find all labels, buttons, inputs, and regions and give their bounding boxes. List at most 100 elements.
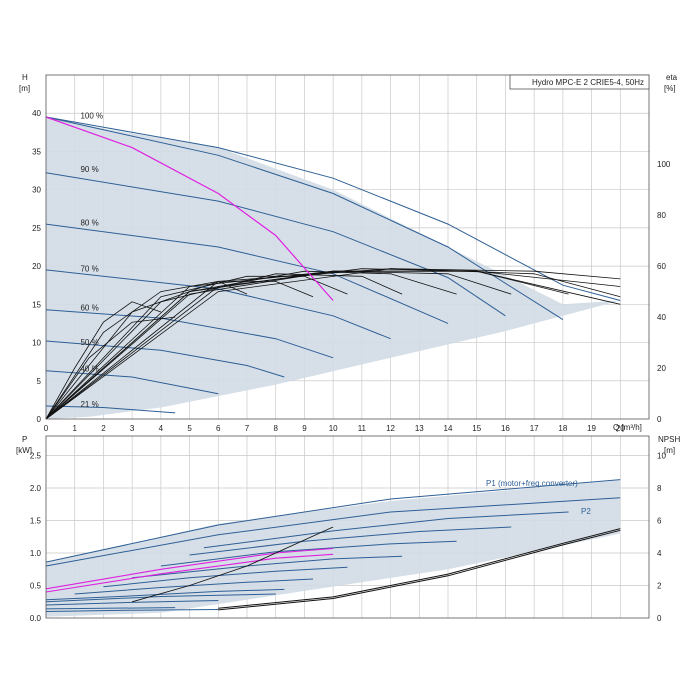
power-curve <box>45 588 285 601</box>
head-curve <box>45 116 621 301</box>
head-curve <box>45 269 391 340</box>
x-tick-label: 13 <box>415 424 424 433</box>
y-tick-label: 35 <box>32 147 41 156</box>
y2-tick-label: 2 <box>657 582 662 591</box>
x-tick-label: 17 <box>530 424 539 433</box>
y-tick-label: 0.0 <box>30 614 42 623</box>
power-curve <box>103 566 348 588</box>
head-curve <box>45 116 564 321</box>
speed-label: 60 % <box>80 303 98 312</box>
speed-label: 40 % <box>80 365 98 374</box>
y2-tick-label: 40 <box>657 313 666 322</box>
power-curve <box>160 540 457 567</box>
head-curve <box>45 370 219 395</box>
head-curve <box>45 309 334 359</box>
npsh-curve <box>218 528 621 609</box>
speed-label: 21 % <box>80 400 98 409</box>
x-tick-label: 5 <box>187 424 192 433</box>
power-curve <box>203 511 569 549</box>
y-axis-label-power: P <box>22 435 27 444</box>
system-power-curve <box>45 553 334 593</box>
efficiency-curve <box>45 273 403 420</box>
x-tick-label: 9 <box>302 424 307 433</box>
title-box <box>509 74 650 90</box>
y-tick-label: 30 <box>32 186 41 195</box>
system-curve <box>45 116 334 301</box>
power-curve <box>74 578 314 595</box>
head-efficiency-chart: 0 5 10 15 20 25 30 35 40 0 20 40 60 80 100 0 1 2 3 4 5 6 7 8 9 10… <box>32 74 671 433</box>
speed-label: 90 % <box>80 165 98 174</box>
y2-tick-label: 0 <box>657 415 662 424</box>
power-curve <box>45 593 276 603</box>
x-tick-label: 7 <box>245 424 250 433</box>
y2-tick-label: 0 <box>657 614 662 623</box>
x-axis-label: Q [m³/h] <box>613 423 642 432</box>
x-tick-label: 3 <box>130 424 135 433</box>
efficiency-curve <box>45 268 621 420</box>
chart-title: Hydro MPC-E 2 CRIE5-4, 50Hz <box>532 78 644 87</box>
speed-label: 50 % <box>80 338 98 347</box>
y-tick-label: 40 <box>32 109 41 118</box>
speed-label: 70 % <box>80 264 98 273</box>
y-tick-label: 2.5 <box>30 452 42 461</box>
y-tick-label: 2.0 <box>30 484 42 493</box>
y2-tick-label: 80 <box>657 211 666 220</box>
efficiency-curve <box>45 268 569 420</box>
speed-label: 80 % <box>80 219 98 228</box>
x-tick-label: 14 <box>444 424 453 433</box>
x-tick-label: 15 <box>472 424 481 433</box>
y2-axis-unit-npsh: [m] <box>664 446 675 455</box>
series-label-p1: P1 (motor+freq.converter) <box>486 479 578 488</box>
plot-frame <box>45 74 650 420</box>
y-tick-label: 1.5 <box>30 517 42 526</box>
y2-tick-label: 8 <box>657 484 662 493</box>
power-curve <box>45 607 176 610</box>
system-power-curve <box>45 547 334 590</box>
y2-tick-label: 4 <box>657 549 662 558</box>
npsh-rising-curve <box>131 526 334 603</box>
x-tick-label: 8 <box>273 424 278 433</box>
y2-tick-label: 60 <box>657 262 666 271</box>
power-npsh-chart: 0.0 0.5 1.0 1.5 2.0 2.5 0 2 4 6 8 10 <box>30 435 666 623</box>
y-axis-label-head: H <box>22 73 28 82</box>
efficiency-curve <box>45 270 621 420</box>
head-curve <box>45 405 176 414</box>
npsh-curve <box>218 529 621 611</box>
y2-axis-label-npsh: NPSH <box>658 435 680 444</box>
y2-axis-unit-eta: [%] <box>664 84 676 93</box>
y2-axis-label-eta: eta <box>666 73 678 82</box>
efficiency-curve <box>45 275 348 420</box>
speed-label: 100 % <box>80 112 103 121</box>
x-tick-label: 10 <box>329 424 338 433</box>
y2-tick-label: 100 <box>657 160 671 169</box>
y-tick-label: 10 <box>32 339 41 348</box>
power-curve <box>45 600 219 606</box>
x-tick-label: 20 <box>616 424 625 433</box>
y-tick-label: 25 <box>32 224 41 233</box>
x-tick-label: 6 <box>216 424 221 433</box>
x-tick-label: 0 <box>44 424 49 433</box>
x-tick-label: 16 <box>501 424 510 433</box>
y-tick-label: 15 <box>32 300 41 309</box>
y-axis-unit-head: [m] <box>19 84 30 93</box>
x-tick-label: 1 <box>72 424 77 433</box>
head-curve <box>45 223 449 324</box>
series-label-p2: P2 <box>581 507 591 516</box>
y-tick-label: 0.5 <box>30 582 42 591</box>
power-envelope <box>46 480 621 617</box>
power-curve <box>132 555 403 579</box>
plot-frame <box>45 435 650 619</box>
power-curve <box>189 526 512 556</box>
y-tick-label: 0 <box>37 415 42 424</box>
operating-envelope <box>46 117 621 419</box>
y-tick-label: 5 <box>37 377 42 386</box>
power-curve <box>45 609 219 612</box>
y-axis-unit-power: [kW] <box>16 446 32 455</box>
x-tick-label: 12 <box>386 424 395 433</box>
x-tick-label: 11 <box>358 424 367 433</box>
y2-tick-label: 10 <box>657 452 666 461</box>
y-tick-label: 20 <box>32 262 41 271</box>
power-curve <box>45 479 621 563</box>
x-tick-label: 4 <box>159 424 164 433</box>
